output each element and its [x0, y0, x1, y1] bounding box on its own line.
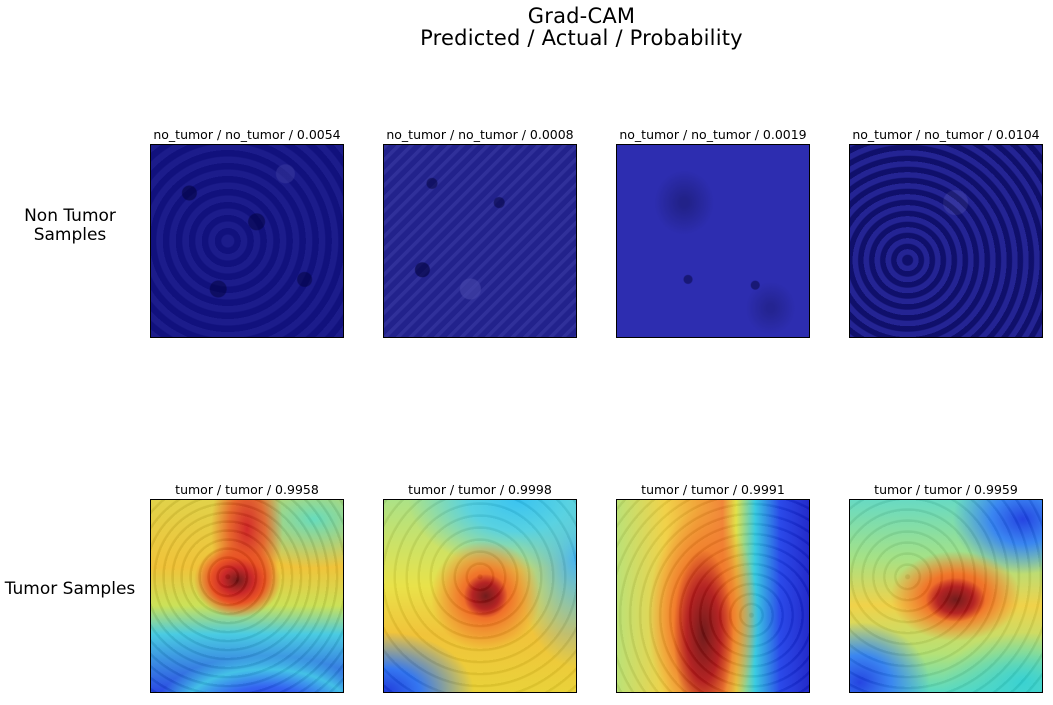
row-label-non-tumor: Non Tumor Samples	[0, 207, 140, 245]
gradcam-heatmap	[150, 499, 344, 693]
row-label-tumor: Tumor Samples	[0, 580, 140, 599]
figure-subtitle: Predicted / Actual / Probability	[420, 26, 743, 50]
row-label-line: Samples	[33, 225, 107, 245]
gradcam-image	[616, 144, 810, 338]
panel-caption: tumor / tumor / 0.9998	[408, 482, 552, 497]
gradcam-image	[150, 144, 344, 338]
row-label-line: Non Tumor	[24, 206, 116, 226]
panel-caption: no_tumor / no_tumor / 0.0104	[852, 127, 1040, 142]
panel-caption: tumor / tumor / 0.9959	[874, 482, 1018, 497]
figure-title: Grad-CAM	[527, 4, 636, 28]
panel-caption: tumor / tumor / 0.9991	[641, 482, 785, 497]
panel-caption: no_tumor / no_tumor / 0.0019	[619, 127, 807, 142]
gradcam-image	[383, 144, 577, 338]
gradcam-image	[849, 144, 1043, 338]
panel-caption: tumor / tumor / 0.9958	[175, 482, 319, 497]
panel-caption: no_tumor / no_tumor / 0.0054	[153, 127, 341, 142]
row-label-line: Tumor Samples	[4, 579, 136, 599]
gradcam-heatmap	[616, 499, 810, 693]
panel-caption: no_tumor / no_tumor / 0.0008	[386, 127, 574, 142]
gradcam-heatmap	[383, 499, 577, 693]
gradcam-heatmap	[849, 499, 1043, 693]
